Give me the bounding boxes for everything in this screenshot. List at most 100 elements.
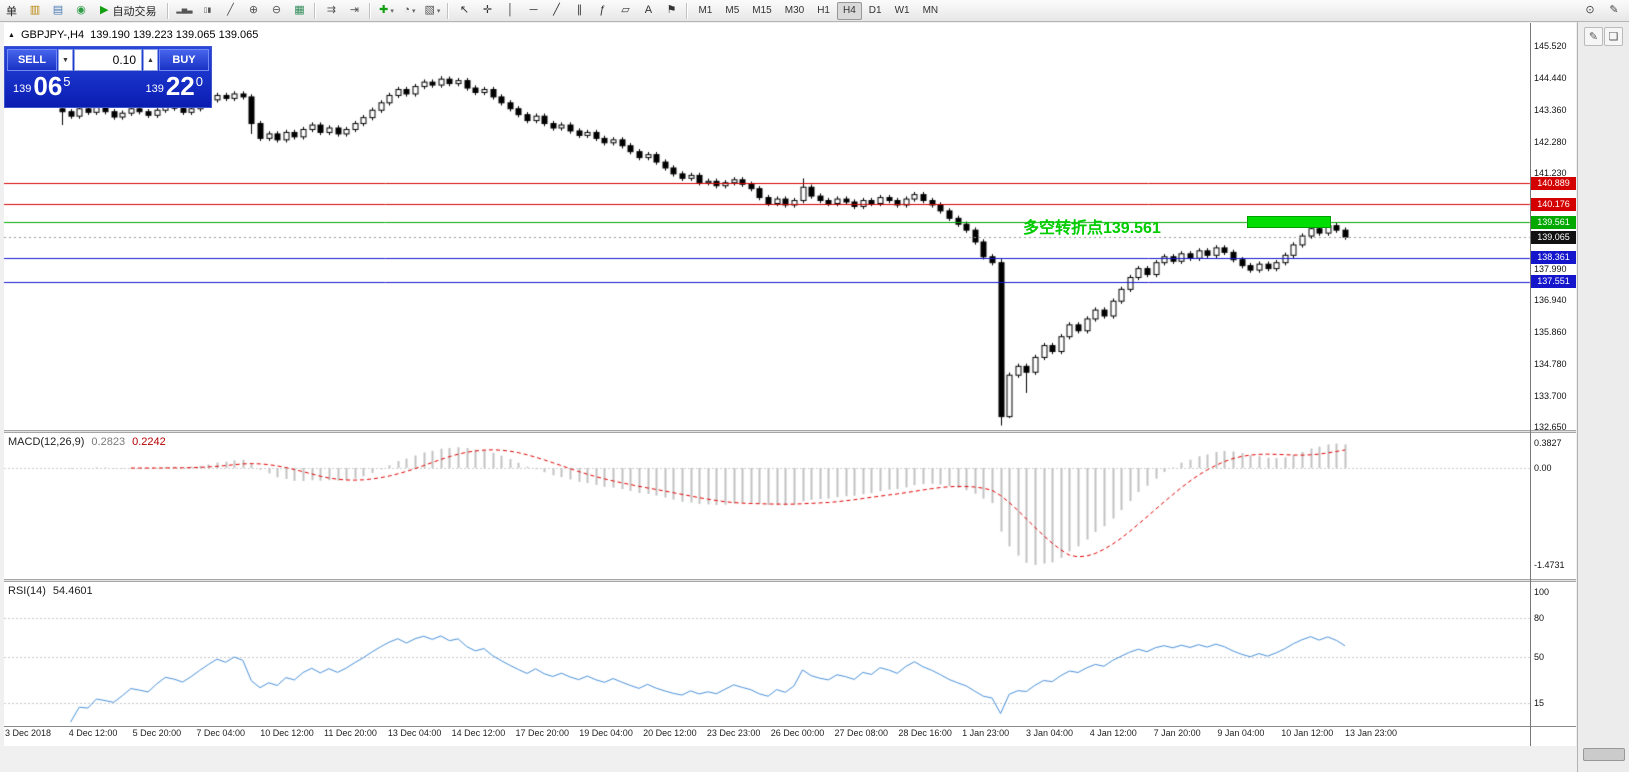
crosshair-button[interactable]: ✛ — [476, 1, 498, 21]
toolbar-separator — [686, 2, 689, 19]
shapes-button[interactable]: ▱ — [614, 1, 636, 21]
arrows-button[interactable]: ⚑ — [660, 1, 682, 21]
volume-input[interactable]: 0.10 — [74, 49, 142, 71]
time-axis-label: 13 Jan 23:00 — [1345, 728, 1398, 738]
timeframe-mn[interactable]: MN — [922, 4, 939, 16]
cursor-icon: ↖ — [459, 4, 470, 16]
timeframe-m30[interactable]: M30 — [784, 4, 805, 16]
time-axis-label: 11 Dec 20:00 — [324, 728, 377, 738]
horizontal-scrollbar[interactable] — [1583, 748, 1625, 761]
timeframe-m5[interactable]: M5 — [725, 4, 740, 16]
symbol-period-label: GBPJPY-,H4 — [20, 29, 85, 41]
arrows-icon: ⚑ — [666, 4, 677, 16]
autotrading-icon: ▶ — [100, 4, 109, 16]
highlight-rectangle[interactable] — [1247, 216, 1331, 229]
auto-scroll-icon: ⇉ — [326, 4, 337, 16]
periods-button[interactable]: ◔ ▾ — [398, 1, 420, 21]
fibonacci-button[interactable]: ƒ — [591, 1, 613, 21]
line-chart-button[interactable]: ╱ — [219, 1, 241, 21]
macd-axis-label: 0.3827 — [1534, 437, 1562, 448]
new-chart-icon: ▥ — [29, 4, 41, 16]
right-panel: ✎ ❏ — [1577, 22, 1629, 772]
timeframe-d1[interactable]: D1 — [868, 4, 882, 16]
buy-button[interactable]: BUY — [159, 49, 209, 71]
macd-signal-value: 0.2242 — [132, 436, 166, 448]
channel-button[interactable]: ∥ — [568, 1, 590, 21]
horizontal-line-button[interactable]: ─ — [522, 1, 544, 21]
timeframe-m15[interactable]: M15 — [752, 4, 772, 16]
turning-point-annotation[interactable]: 多空转折点139.561 — [1023, 220, 1161, 237]
refresh-button[interactable]: ◉ — [70, 1, 92, 21]
new-chart-button[interactable]: ▥ — [24, 1, 46, 21]
candlestick-chart-button[interactable]: ▯▮ — [196, 1, 218, 21]
timeframe-w1[interactable]: W1 — [894, 4, 910, 16]
text-icon: A — [644, 4, 653, 16]
time-axis-label: 27 Dec 08:00 — [834, 728, 889, 738]
shapes-icon: ▱ — [621, 4, 630, 16]
bar-chart-button[interactable]: ▂▅▃ — [173, 1, 195, 21]
macd-header: MACD(12,26,9) 0.2823 0.2242 — [8, 436, 166, 448]
cursor-button[interactable]: ↖ — [453, 1, 475, 21]
rsi-axis-label: 50 — [1534, 652, 1545, 662]
new-window-icon[interactable]: ❏ — [1604, 27, 1623, 46]
chart-title: ▲ GBPJPY-,H4 139.190 139.223 139.065 139… — [8, 29, 258, 41]
rsi-axis-label: 100 — [1534, 587, 1550, 597]
price-axis-label: 134.780 — [1534, 358, 1567, 369]
time-axis-label: 13 Dec 04:00 — [387, 728, 442, 738]
refresh-icon: ◉ — [76, 4, 86, 16]
time-axis-label: 3 Dec 2018 — [5, 728, 52, 738]
line-chart-icon: ╱ — [227, 4, 234, 16]
timeframe-h4[interactable]: H4 — [836, 1, 862, 20]
indicators-button[interactable]: ✚ ▾ — [375, 1, 397, 21]
price-level-badge: 140.176 — [1531, 197, 1576, 211]
magnifier-icon[interactable]: ⊙ — [1579, 1, 1601, 21]
window-menu[interactable]: 单 — [6, 5, 17, 18]
pane-splitter[interactable] — [4, 430, 1576, 433]
chevron-down-icon: ▾ — [412, 7, 416, 15]
tile-windows-button[interactable]: ▦ — [288, 1, 310, 21]
price-axis-label: 144.440 — [1534, 72, 1567, 83]
candlestick-chart-icon: ▯▮ — [203, 7, 212, 14]
timeframe-m1[interactable]: M1 — [698, 4, 713, 16]
pencil-icon[interactable]: ✎ — [1603, 1, 1625, 21]
zoom-out-icon: ⊖ — [271, 4, 282, 16]
crosshair-icon: ✛ — [482, 4, 493, 16]
time-axis-label: 3 Jan 04:00 — [1025, 728, 1073, 738]
volume-down-button[interactable]: ▼ — [58, 49, 73, 71]
rsi-header: RSI(14) 54.4601 — [8, 585, 93, 597]
auto-scroll-button[interactable]: ⇉ — [320, 1, 342, 21]
trendline-button[interactable]: ╱ — [545, 1, 567, 21]
volume-up-button[interactable]: ▲ — [143, 49, 158, 71]
buy-price[interactable]: 139 22 0 — [145, 71, 203, 101]
sell-price[interactable]: 139 06 5 — [13, 71, 71, 101]
time-axis-label: 19 Dec 04:00 — [579, 728, 633, 738]
zoom-out-button[interactable]: ⊖ — [265, 1, 287, 21]
pane-splitter[interactable] — [4, 579, 1576, 582]
rsi-axis-label: 15 — [1534, 697, 1545, 708]
time-axis-label: 14 Dec 12:00 — [451, 728, 506, 738]
price-axis-label: 141.230 — [1534, 168, 1567, 178]
tile-windows-icon: ▦ — [294, 4, 305, 16]
toolbar-separator — [314, 2, 317, 19]
chart-shift-button[interactable]: ⇥ — [343, 1, 365, 21]
price-axis-label: 145.520 — [1534, 41, 1567, 51]
sell-button[interactable]: SELL — [7, 49, 57, 71]
one-click-trading-panel: SELL ▼ 0.10 ▲ BUY 139 06 5 139 22 0 — [4, 46, 212, 108]
toolbar-groups: ▥ ▤ ◉ ▶ 自动交易 ▂▅▃ ▯▮ ╱ ⊕ ⊖ ▦ ⇉ ⇥ ✚ ▾ ◔ ▾ ▧ ▾ ↖ ✛ │ ─ ╱ ∥ ƒ ▱ A ⚑ M1 M5 M… — [24, 1, 944, 21]
vertical-line-button[interactable]: │ — [499, 1, 521, 21]
pencil-icon: ✎ — [1609, 4, 1619, 16]
toolbar-separator — [167, 2, 170, 19]
magnifier-icon: ⊙ — [1585, 4, 1595, 16]
text-button[interactable]: A — [637, 1, 659, 21]
rsi-value: 54.4601 — [52, 585, 93, 597]
timeframe-h1[interactable]: H1 — [817, 4, 830, 16]
zoom-in-button[interactable]: ⊕ — [242, 1, 264, 21]
edit-note-icon[interactable]: ✎ — [1584, 27, 1603, 46]
templates-button[interactable]: ▧ ▾ — [421, 1, 443, 21]
chevron-down-icon: ▾ — [390, 7, 394, 15]
profiles-button[interactable]: ▤ — [47, 1, 69, 21]
time-axis-label: 26 Dec 00:00 — [770, 728, 825, 738]
autotrading-button[interactable]: ▶ 自动交易 — [93, 1, 163, 21]
